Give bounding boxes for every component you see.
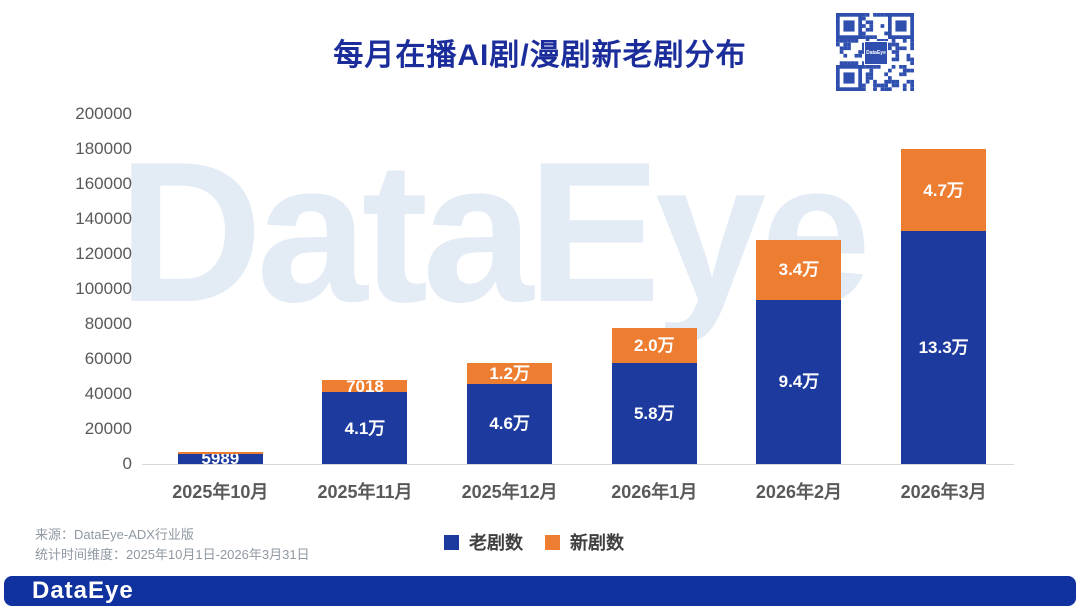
y-axis: 0 20000 40000 60000 80000 100000 120000 140000 1… — [30, 0, 132, 608]
x-axis-baseline — [142, 464, 1014, 465]
bar-value-label: 4.6万 — [489, 414, 530, 434]
bar-value-label: 13.3万 — [918, 338, 969, 358]
stacked-bar: 4.6万 1.2万 — [467, 362, 553, 464]
y-axis-tick-label: 120000 — [75, 244, 132, 263]
qr-code: DataEye — [836, 13, 914, 91]
stacked-bar: 13.3万 4.7万 — [901, 149, 987, 464]
bar-segment-new — [177, 452, 263, 454]
x-axis-label: 2025年10月 — [172, 482, 269, 502]
y-axis-tick-label: 100000 — [75, 279, 132, 298]
y-axis-tick-label: 60000 — [84, 349, 132, 368]
chart-legend: 老剧数 新剧数 — [0, 529, 1080, 555]
brand-logo: DataEye — [32, 577, 134, 604]
x-axis-label: 2025年11月 — [317, 482, 413, 502]
bar-segment-old: 9.4万 — [756, 299, 842, 464]
footer-meta: 来源：DataEye-ADX行业版 统计时间维度：2025年10月1日-2026… — [35, 525, 310, 565]
y-axis-tick-label: 0 — [122, 454, 132, 473]
x-axis-label: 2025年12月 — [461, 482, 558, 502]
source-line: 来源：DataEye-ADX行业版 — [35, 527, 194, 542]
bar-value-label: 4.7万 — [923, 180, 964, 200]
y-axis-tick-label: 200000 — [75, 104, 132, 123]
y-axis-tick-label: 20000 — [84, 419, 132, 438]
stacked-bar: 5.8万 2.0万 — [611, 327, 697, 464]
dataeye-watermark: DataEye — [118, 121, 871, 344]
bar-plot-area: 5989 4.1万 7018 4.6万 1.2万 5.8万 2.0万 9.4万 3.4万 13.3… — [148, 114, 1016, 467]
time-range-line: 统计时间维度：2025年10月1日-2026年3月31日 — [35, 547, 310, 562]
qr-center-logo: DataEye — [864, 41, 888, 65]
bar-value-label: 4.1万 — [344, 418, 386, 438]
x-axis-label: 2026年1月 — [611, 482, 698, 502]
y-axis-tick-label: 140000 — [75, 209, 132, 228]
bar-segment-old: 5989 — [177, 450, 263, 467]
bar-value-label: 3.4万 — [778, 260, 820, 280]
x-axis-label: 2026年2月 — [755, 482, 842, 502]
bar-segment-new: 7018 — [322, 376, 408, 396]
legend-label-new: 新剧数 — [570, 533, 624, 553]
bar-segment-new: 2.0万 — [611, 327, 697, 363]
stacked-bar: 5989 — [177, 450, 263, 467]
bar-value-label: 5989 — [201, 449, 240, 469]
bar-value-label: 1.2万 — [489, 363, 530, 383]
x-axis-labels: 2025年10月 2025年11月 2025年12月 2026年1月 2026年2月 20… — [148, 478, 1016, 504]
bar-segment-new: 1.2万 — [467, 362, 553, 384]
bar-value-label: 2.0万 — [633, 335, 675, 355]
stacked-bar: 4.1万 7018 — [322, 376, 408, 464]
stacked-bar: 9.4万 3.4万 — [756, 240, 842, 464]
bar-segment-old: 4.6万 — [467, 383, 553, 464]
bar-segment-old: 13.3万 — [901, 231, 987, 464]
legend-swatch-old — [444, 534, 459, 550]
bar-value-label: 9.4万 — [778, 372, 820, 392]
y-axis-tick-label: 160000 — [75, 174, 132, 193]
y-axis-tick-label: 40000 — [84, 384, 132, 403]
bar-segment-new: 4.7万 — [901, 149, 987, 232]
bar-value-label: 7018 — [346, 376, 384, 396]
y-axis-tick-label: 180000 — [75, 139, 132, 158]
x-axis-label: 2026年3月 — [900, 482, 987, 502]
legend-swatch-new — [545, 534, 560, 550]
bar-segment-old: 5.8万 — [611, 362, 697, 464]
bar-segment-old: 4.1万 — [322, 392, 408, 464]
bar-segment-new: 3.4万 — [756, 240, 842, 300]
chart-title: 每月在播AI剧/漫剧新老剧分布 — [333, 39, 747, 72]
y-axis-tick-label: 80000 — [84, 314, 132, 333]
legend-label-old: 老剧数 — [469, 533, 523, 553]
brand-bar: DataEye — [4, 576, 1076, 606]
bar-value-label: 5.8万 — [633, 403, 675, 423]
